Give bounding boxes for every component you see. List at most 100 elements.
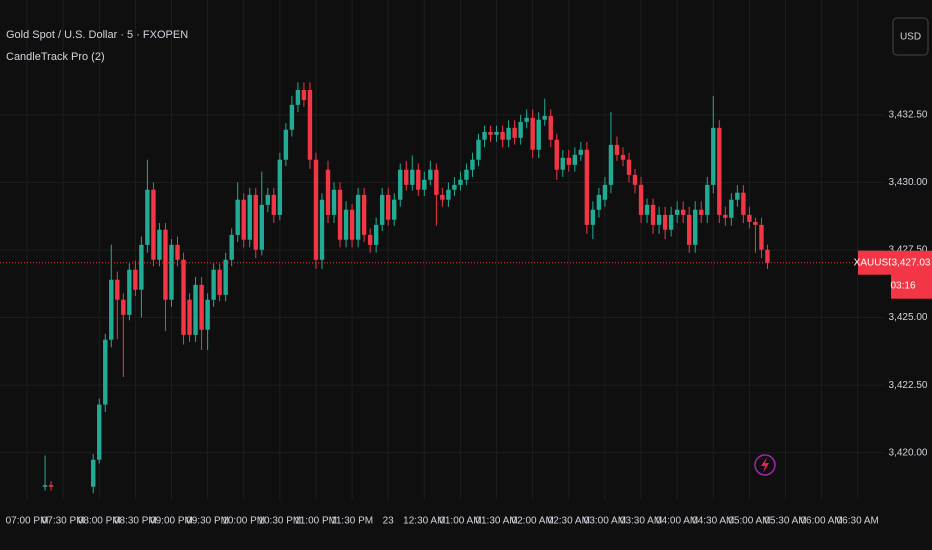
candle-body	[193, 284, 198, 335]
candle-body	[175, 244, 180, 260]
candle-body	[247, 194, 252, 240]
lightning-icon[interactable]	[754, 454, 776, 476]
candle-body	[590, 209, 596, 225]
candle-body	[367, 234, 373, 245]
x-tick-label: 09:30 PM	[186, 516, 229, 527]
candle-body	[759, 224, 764, 250]
candle-body	[765, 249, 770, 263]
candle-body	[187, 299, 192, 335]
candle-body	[500, 131, 505, 140]
candle-body	[470, 159, 475, 170]
candle-body	[386, 194, 391, 220]
candle-body	[729, 199, 734, 218]
x-tick-label: 08:00 PM	[78, 516, 121, 527]
candle-body	[373, 224, 379, 245]
x-tick-label: 08:30 PM	[114, 516, 157, 527]
candle-body	[223, 259, 228, 295]
candle-body	[217, 269, 222, 295]
candle-body	[121, 299, 126, 315]
indicator-label: CandleTrack Pro (2)	[6, 51, 105, 63]
candle-body	[723, 214, 728, 218]
candle-body	[656, 214, 662, 225]
candle-body	[506, 127, 511, 140]
candle-body	[548, 115, 553, 140]
candle-body	[349, 209, 355, 240]
candle-body	[572, 154, 578, 165]
candle-body	[283, 129, 289, 160]
candle-body	[488, 131, 493, 135]
x-tick-label: 06:30 AM	[837, 516, 879, 527]
candle-body	[319, 199, 325, 260]
chart-title: Gold Spot / U.S. Dollar · 5 · FXOPEN	[6, 29, 188, 41]
candle-body	[301, 90, 307, 100]
price-badge	[891, 250, 932, 299]
candle-body	[428, 169, 433, 180]
currency-button-label[interactable]: USD	[900, 32, 921, 43]
candle-body	[693, 209, 698, 245]
candle-body	[355, 194, 361, 240]
candle-body	[139, 244, 144, 290]
candle-body	[699, 209, 704, 215]
candle-body	[229, 234, 234, 260]
candle-body	[325, 169, 331, 215]
y-tick-label: 3,430.00	[889, 177, 928, 188]
candle-body	[705, 184, 710, 215]
y-tick-label: 3,427.50	[889, 245, 928, 256]
candle-body	[392, 199, 397, 220]
candle-body	[151, 189, 156, 260]
candle-body	[416, 169, 421, 190]
candle-body	[343, 209, 349, 240]
candle-body	[271, 194, 277, 215]
candle-body	[596, 194, 602, 210]
candle-body	[717, 127, 722, 215]
candle-body	[620, 154, 626, 160]
x-tick-label: 06:00 AM	[801, 516, 843, 527]
candle-body	[680, 209, 686, 215]
candle-body	[554, 139, 559, 170]
x-tick-label: 05:30 AM	[764, 516, 806, 527]
candle-body	[289, 104, 295, 130]
candle-body	[404, 169, 409, 185]
x-tick-label: 03:00 AM	[584, 516, 626, 527]
y-tick-label: 3,420.00	[889, 447, 928, 458]
overlay: 3,420.00 3,422.50 3,425.00 3,427.50 3,430.00…	[0, 110, 932, 527]
candle-body	[668, 214, 674, 230]
x-tick-label: 05:00 AM	[728, 516, 770, 527]
candle-body	[452, 184, 457, 190]
last-price-label: 3,427.03	[892, 257, 931, 268]
candle-body	[205, 299, 210, 330]
candle-body	[584, 149, 590, 225]
candle-body	[464, 169, 469, 180]
y-tick-label: 3,432.50	[889, 110, 928, 121]
candle-body	[379, 194, 385, 225]
candle-body	[163, 229, 168, 300]
candle-body	[133, 269, 138, 290]
candle-body	[494, 131, 499, 135]
currency-button[interactable]	[892, 17, 929, 56]
candle-body	[524, 117, 529, 122]
x-tick-label: 10:00 PM	[222, 516, 265, 527]
x-tick-label: 04:00 AM	[656, 516, 698, 527]
candle-body	[295, 90, 301, 105]
x-tick-label: 12:30 AM	[403, 516, 445, 527]
candle-body	[127, 269, 132, 315]
candle-body	[578, 149, 584, 155]
candle-body	[614, 144, 620, 155]
candle-body	[422, 179, 427, 190]
candle-body	[644, 204, 650, 215]
candle-body	[313, 159, 319, 260]
candle-body	[42, 485, 48, 487]
candle-body	[410, 169, 415, 185]
candle-body	[91, 459, 96, 487]
candle-body	[241, 199, 246, 240]
candle-body	[650, 204, 656, 225]
x-tick-label: 01:00 AM	[439, 516, 481, 527]
candle-body	[265, 194, 270, 205]
symbol-label: XAUUSD	[854, 257, 896, 268]
candle-body	[115, 279, 120, 300]
x-tick-label: 02:30 AM	[548, 516, 590, 527]
candle-body	[674, 209, 680, 215]
candle-body	[608, 144, 614, 185]
x-tick-label: 01:30 AM	[475, 516, 517, 527]
